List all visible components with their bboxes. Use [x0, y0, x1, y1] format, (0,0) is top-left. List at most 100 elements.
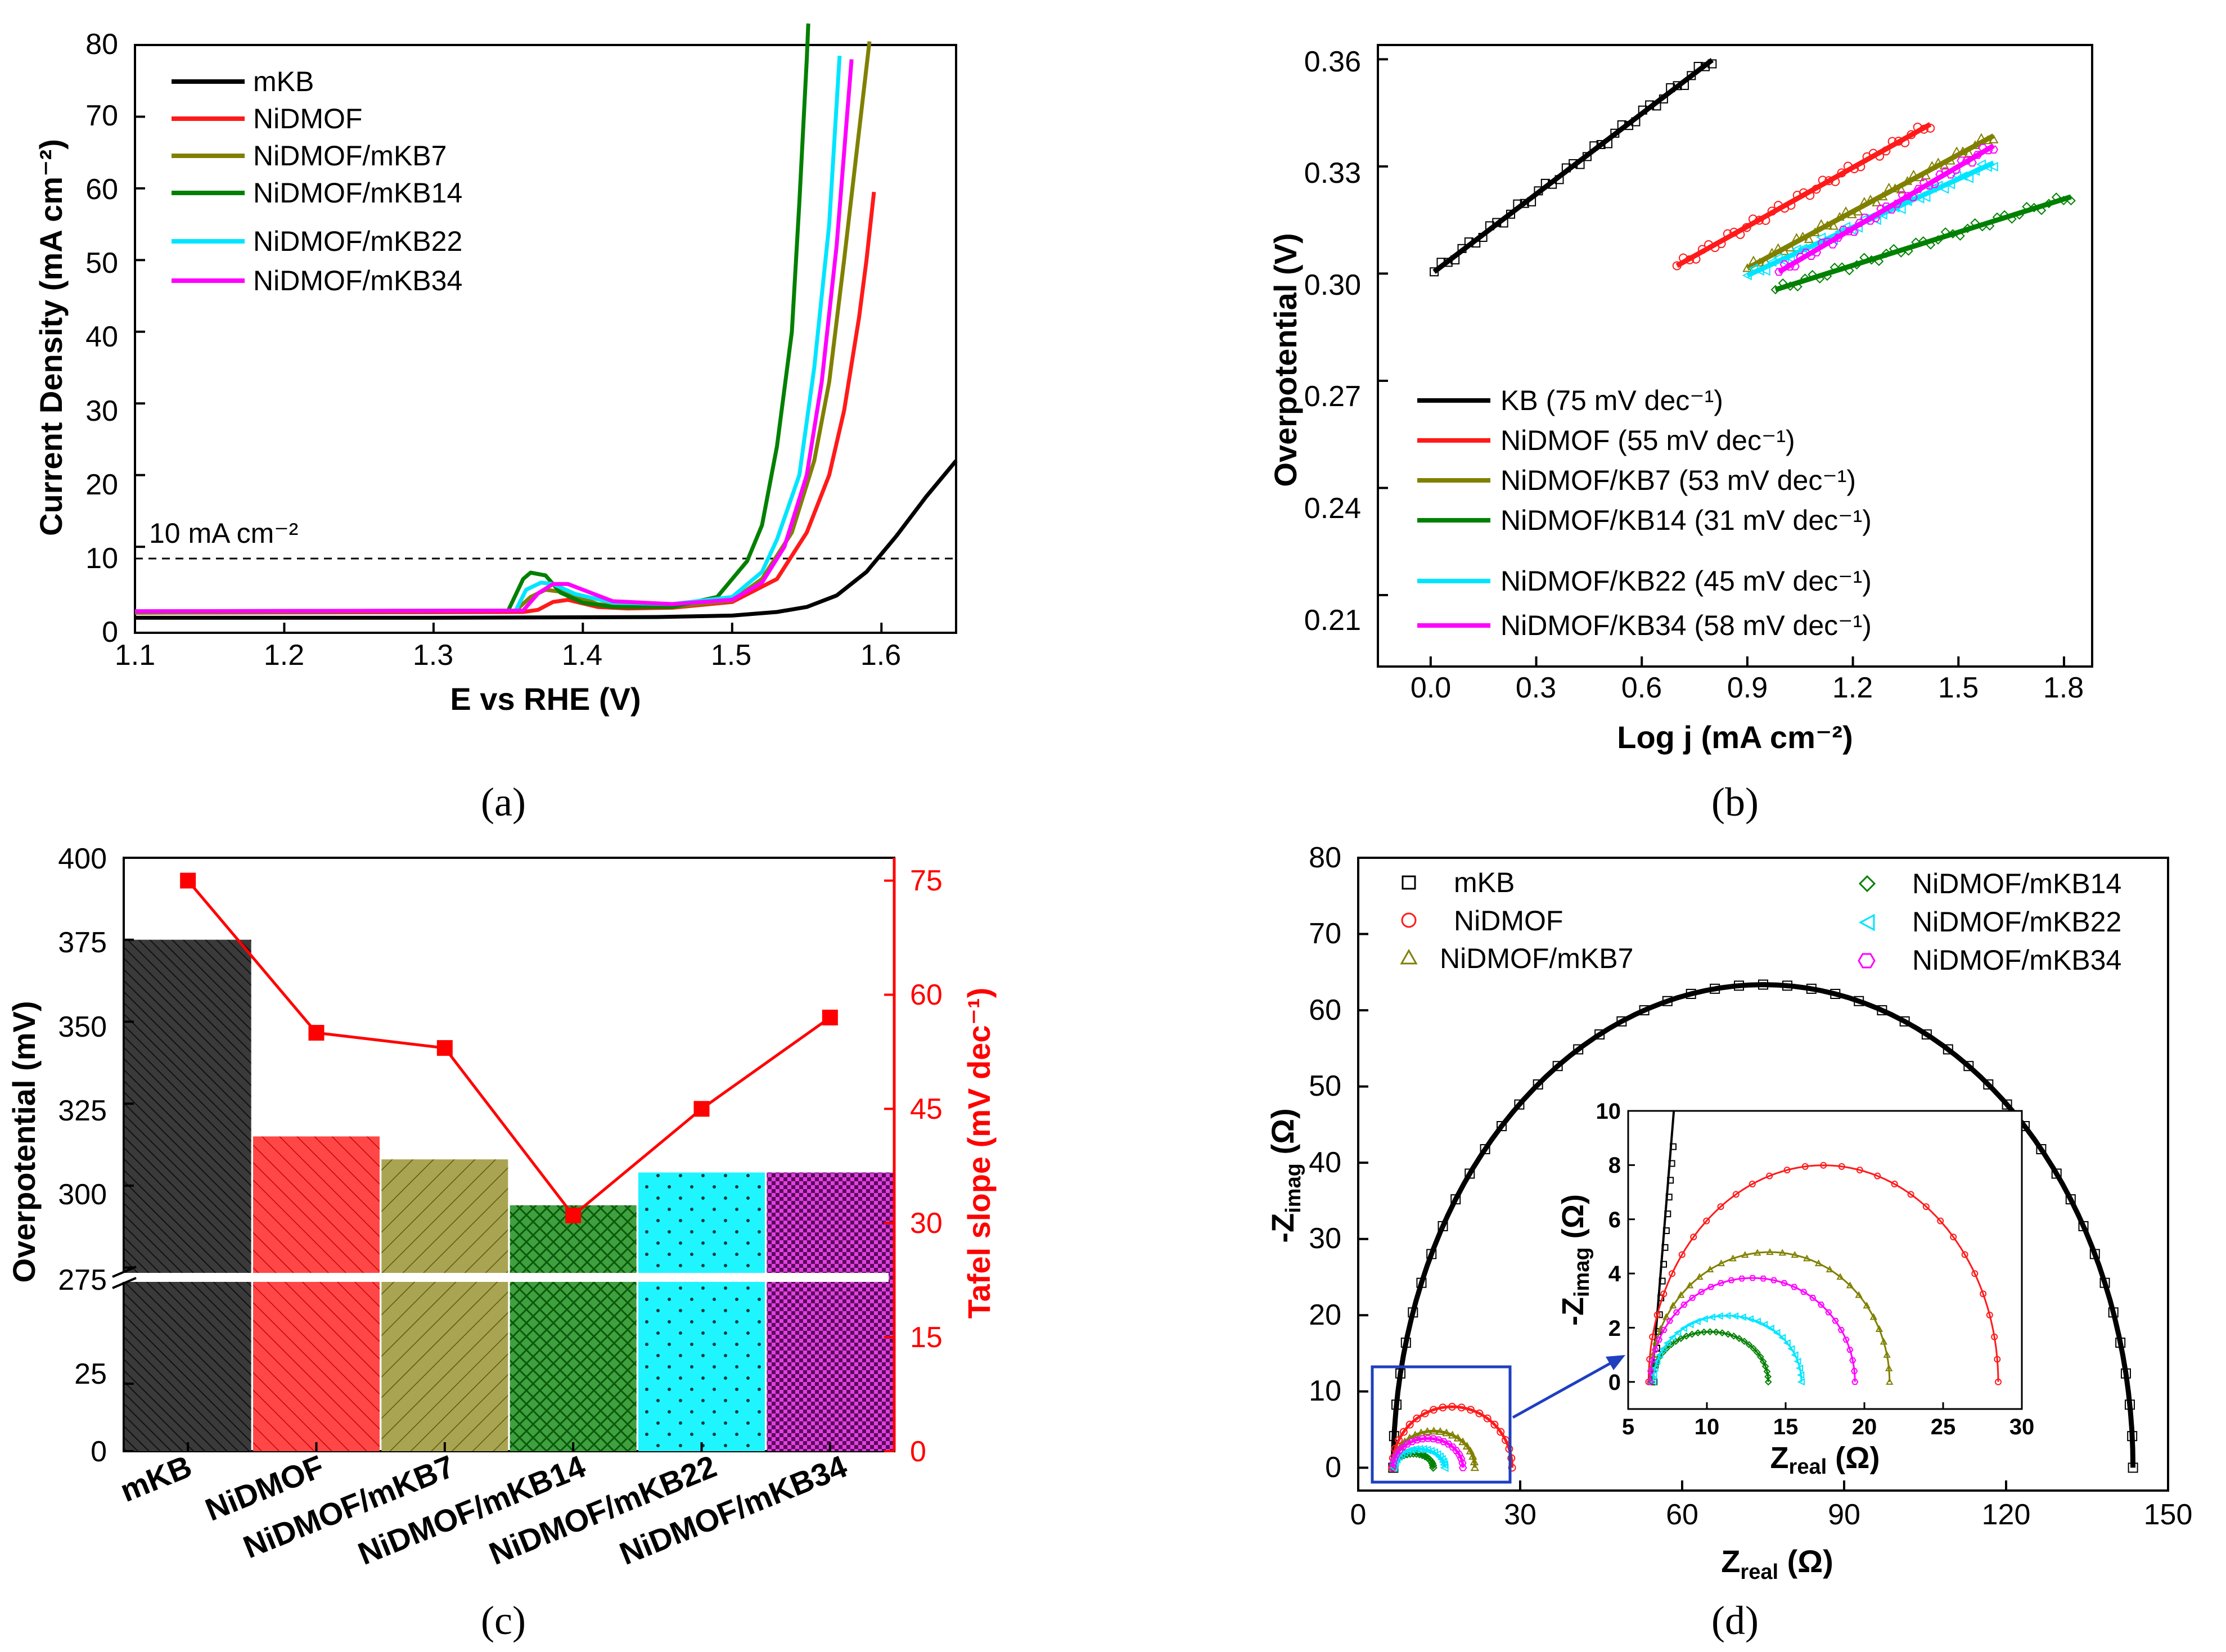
panel-d-ytick: 80: [1309, 841, 1341, 874]
legend-label-nidmof: NiDMOF: [253, 103, 362, 134]
legend-label-kb34: NiDMOF/KB34 (58 mV dec⁻¹): [1500, 610, 1872, 641]
panel-a-ytick: 20: [85, 469, 118, 501]
inset-data-point-nidmof-mkb34: [1680, 1302, 1688, 1308]
data-point-mkb: [1806, 983, 1817, 994]
inset-data-point-nidmof: [1703, 1217, 1710, 1225]
legend-label-mkb34: NiDMOF/mKB34: [1912, 944, 2121, 976]
inset-data-point-mkb: [1662, 1227, 1670, 1234]
data-point-nidmof-mkb7: [1468, 1452, 1477, 1460]
inset-ylabel: -Zimag (Ω): [1556, 1194, 1594, 1326]
panel-b-xtick: 1.2: [1832, 672, 1873, 704]
data-point-nidmof-mkb7: [1458, 1437, 1467, 1446]
legend-label-mkb34: NiDMOF/mKB34: [253, 265, 462, 296]
inset-data-point-nidmof-mkb34: [1651, 1347, 1659, 1353]
fit-line-kb: [1432, 58, 1714, 274]
panel-a-caption: (a): [481, 780, 526, 825]
inset-data-point-nidmof: [1766, 1172, 1773, 1180]
fit-line-nidmof: [1675, 122, 1932, 268]
inset-data-point-nidmof-mkb34: [1832, 1317, 1839, 1324]
data-point-mkb: [1450, 1194, 1461, 1205]
inset-data-point-nidmof-mkb14: [1735, 1335, 1743, 1343]
data-point-mkb: [1639, 1005, 1650, 1016]
inset-data-point-nidmof-mkb14: [1672, 1338, 1680, 1345]
fit-curve-mkb: [1390, 982, 2136, 1468]
panel-a-ytick: 10: [85, 542, 118, 575]
panel-a-axes-frame: [134, 44, 957, 634]
inset-data-point-nidmof-mkb22: [1723, 1312, 1731, 1320]
inset-data-point-nidmof-mkb7: [1886, 1378, 1894, 1385]
inset-data-point-nidmof-mkb22: [1655, 1351, 1664, 1359]
panel-c-tafel-series: [180, 872, 838, 1223]
inset-data-point-nidmof-mkb34: [1760, 1275, 1767, 1282]
inset-data-point-nidmof: [1732, 1191, 1740, 1198]
inset-data-point-nidmof-mkb7: [1766, 1248, 1774, 1255]
inset-data-point-nidmof-mkb34: [1817, 1302, 1825, 1308]
panel-c-yticks: 0 25 275 300 325 350 375 400: [58, 843, 107, 1468]
panel-b-ytick: 0.24: [1304, 492, 1361, 525]
inset-data-point-nidmof-mkb7: [1706, 1265, 1714, 1273]
inset-data-point-nidmof-mkb34: [1666, 1317, 1674, 1324]
inset-data-point-nidmof-mkb22: [1760, 1321, 1768, 1329]
data-point-nidmof-mkb7: [1429, 1426, 1439, 1435]
inset-data-point-nidmof-mkb14: [1677, 1335, 1685, 1343]
legend-label-mkb14: NiDMOF/mKB14: [253, 177, 462, 209]
panel-a-reference-label: 10 mA cm⁻²: [149, 517, 298, 549]
data-point-nidmof-mkb34: [1393, 1451, 1401, 1458]
inset-data-point-mkb: [1668, 1160, 1675, 1167]
inset-data-point-nidmof-mkb14: [1759, 1358, 1767, 1365]
inset-data-point-nidmof-mkb22: [1663, 1339, 1671, 1347]
panel-d-series: [1388, 979, 2138, 1473]
panel-c-xtick: mKB: [115, 1448, 197, 1509]
inset-data-point-nidmof-mkb7: [1696, 1273, 1704, 1280]
data-point-nidmof: [1466, 1406, 1475, 1414]
inset-data-point-nidmof-mkb34: [1707, 1284, 1715, 1290]
data-point-nidmof-mkb22: [1440, 1463, 1449, 1472]
panel-b-ytick: 0.21: [1304, 604, 1361, 637]
inset-data-point-nidmof-mkb22: [1651, 1364, 1659, 1372]
inset-data-point-nidmof-mkb34: [1689, 1295, 1696, 1301]
inset-ytick: 6: [1608, 1208, 1621, 1232]
inset-axes-frame: [1627, 1110, 2023, 1410]
inset-data-point-nidmof-mkb7: [1717, 1259, 1725, 1267]
data-point-nidmof-mkb34: [1455, 1451, 1463, 1458]
data-point-mkb: [1573, 1044, 1584, 1055]
inset-data-point-nidmof-mkb34: [1698, 1289, 1705, 1295]
panel-c-ylabel: Overpotential (mV): [6, 1001, 42, 1283]
inset-data-point-nidmof: [1986, 1311, 1993, 1318]
inset-data-point-nidmof-mkb22: [1795, 1364, 1804, 1372]
data-point-mkb: [2089, 1249, 2100, 1259]
panel-d-xtick: 0: [1350, 1498, 1367, 1531]
inset-xtick: 25: [1931, 1415, 1956, 1439]
panel-c-xtick: NiDMOF/mKB34: [615, 1448, 852, 1572]
panel-d-ytick: 20: [1309, 1299, 1341, 1331]
data-point-nidmof-mkb34: [1429, 1435, 1438, 1443]
data-point-nidmof-mkb7: [1466, 1446, 1475, 1455]
inset-data-point-nidmof-mkb7: [1869, 1313, 1877, 1320]
data-point-nidmof: [1490, 1420, 1499, 1429]
inset-data-point-nidmof-mkb22: [1693, 1317, 1701, 1325]
inset-data-point-nidmof-mkb14: [1756, 1353, 1764, 1361]
inset-data-point-nidmof: [1838, 1163, 1845, 1170]
inset-data-point-nidmof-mkb34: [1781, 1280, 1788, 1286]
legend-marker-mkb: [1402, 875, 1416, 890]
data-point-nidmof-kb34: [1914, 184, 1923, 193]
data-point-nidmof-mkb34: [1457, 1455, 1466, 1462]
panel-d-zoom-arrowhead: [1606, 1355, 1625, 1370]
data-point-nidmof-mkb7: [1453, 1433, 1462, 1442]
inset-data-point-nidmof-mkb14: [1745, 1341, 1753, 1348]
data-point-nidmof: [1457, 1403, 1466, 1412]
inset-data-point-nidmof-mkb14: [1741, 1338, 1748, 1345]
inset-xtick: 15: [1773, 1415, 1799, 1439]
inset-data-point-nidmof-mkb7: [1729, 1254, 1737, 1262]
series-line-mkb: [135, 459, 958, 620]
inset-data-point-nidmof: [1856, 1167, 1863, 1174]
panel-b-xtick: 0.3: [1516, 672, 1556, 704]
data-point-nidmof-mkb34: [1389, 1460, 1398, 1467]
data-point-nidmof-mkb34: [1459, 1464, 1467, 1471]
inset-data-point-nidmof-mkb34: [1738, 1275, 1746, 1282]
data-point-nidmof-mkb34: [1418, 1435, 1427, 1443]
inset-data-point-nidmof: [1783, 1167, 1791, 1174]
data-point-mkb: [1438, 1221, 1448, 1231]
data-point-mkb: [1533, 1079, 1543, 1090]
